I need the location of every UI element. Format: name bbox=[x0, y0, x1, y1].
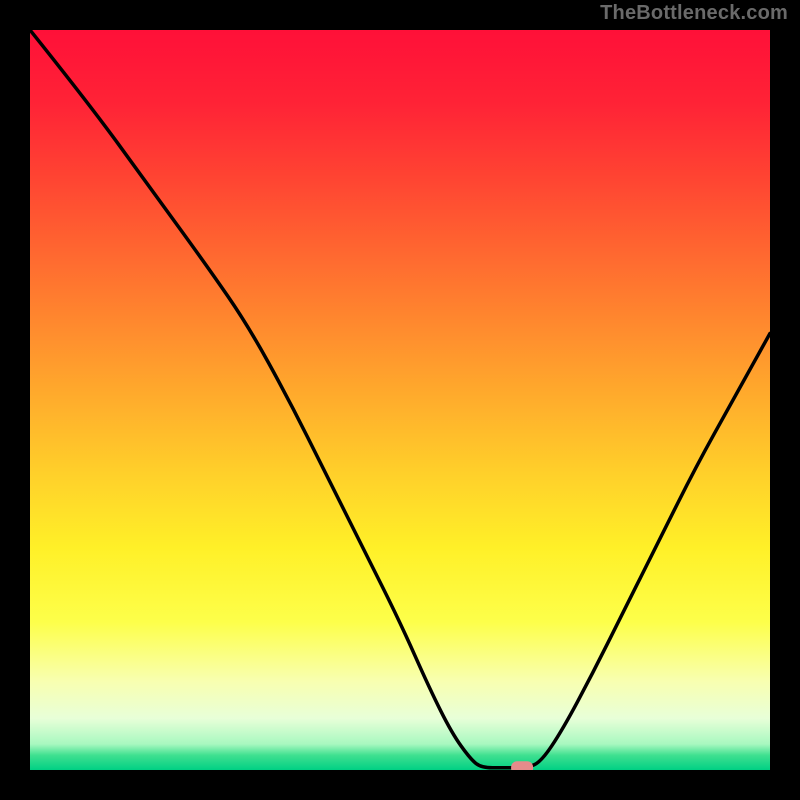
chart-svg bbox=[30, 30, 770, 770]
optimum-marker bbox=[511, 761, 533, 770]
watermark-text: TheBottleneck.com bbox=[600, 2, 788, 25]
chart-background-gradient bbox=[30, 30, 770, 770]
chart-plot-area bbox=[30, 30, 770, 770]
